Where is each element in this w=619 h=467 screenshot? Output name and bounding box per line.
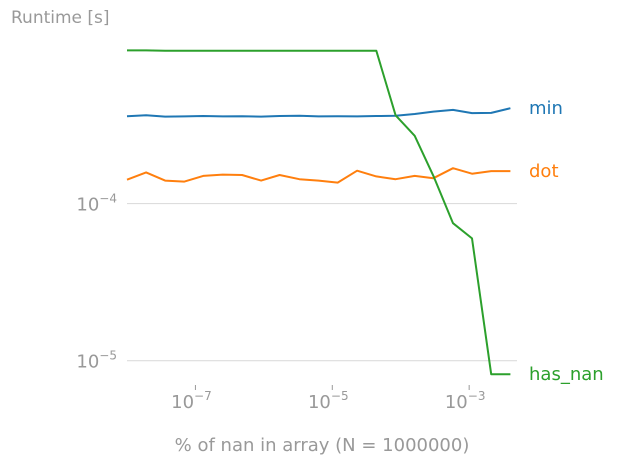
series-line-dot — [126, 167, 511, 184]
x-tick-label: 10−7 — [171, 389, 212, 413]
x-axis-label: % of nan in array (N = 1000000) — [174, 435, 470, 456]
series-label-dot: dot — [529, 161, 559, 182]
series-line-min — [126, 107, 511, 118]
x-tick-label: 10−3 — [445, 389, 486, 413]
y-tick-label: 10−5 — [76, 349, 117, 373]
x-tick-label: 10−5 — [308, 389, 349, 413]
series-line-has_nan — [127, 49, 511, 376]
series-label-has_nan: has_nan — [529, 364, 604, 385]
y-axis-label: Runtime [s] — [11, 8, 110, 28]
series-label-min: min — [529, 98, 563, 119]
y-tick-label: 10−4 — [76, 192, 117, 216]
